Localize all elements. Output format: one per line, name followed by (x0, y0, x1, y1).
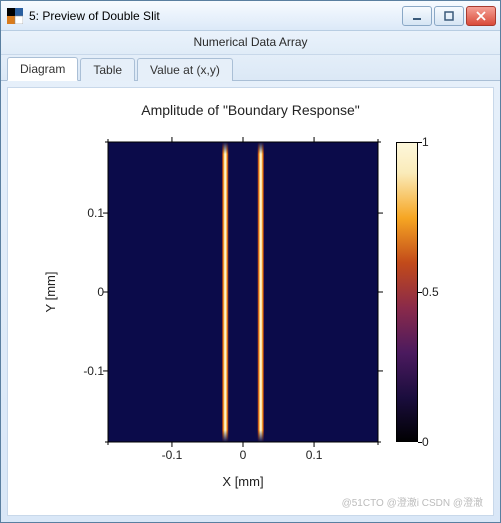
y-tick-label: 0 (68, 285, 104, 299)
tab-value-at-xy[interactable]: Value at (x,y) (137, 58, 233, 81)
window-frame: 5: Preview of Double Slit Numerical Data… (0, 0, 501, 523)
minimize-button[interactable] (402, 6, 432, 26)
x-tick-label: 0 (240, 448, 247, 462)
window-subtitle: Numerical Data Array (1, 31, 500, 55)
tab-table[interactable]: Table (80, 58, 135, 81)
app-icon (7, 8, 23, 24)
close-button[interactable] (466, 6, 496, 26)
colorbar-tick-label: 1 (422, 135, 429, 149)
heatmap[interactable] (108, 142, 378, 442)
plot-panel: Amplitude of "Boundary Response" -0.100.… (7, 87, 494, 516)
window-title: 5: Preview of Double Slit (29, 9, 402, 23)
window-controls (402, 6, 496, 26)
colorbar (396, 142, 418, 442)
y-axis: -0.1 0 0.1 (68, 142, 108, 442)
tab-diagram[interactable]: Diagram (7, 57, 78, 81)
maximize-button[interactable] (434, 6, 464, 26)
x-axis-label: X [mm] (108, 474, 378, 489)
y-axis-label: Y [mm] (43, 272, 58, 313)
colorbar-tick-label: 0 (422, 435, 429, 449)
watermark: @51CTO @澄澈i CSDN @澄澈 (342, 494, 483, 509)
y-tick-label: 0.1 (68, 206, 104, 220)
colorbar-ticks: 00.51 (422, 142, 462, 442)
tabstrip: Diagram Table Value at (x,y) (1, 55, 500, 81)
x-tick-label: 0.1 (306, 448, 323, 462)
chart-title: Amplitude of "Boundary Response" (8, 102, 493, 118)
colorbar-tick-label: 0.5 (422, 285, 439, 299)
y-tick-label: -0.1 (68, 364, 104, 378)
titlebar[interactable]: 5: Preview of Double Slit (1, 1, 500, 31)
x-tick-label: -0.1 (162, 448, 183, 462)
